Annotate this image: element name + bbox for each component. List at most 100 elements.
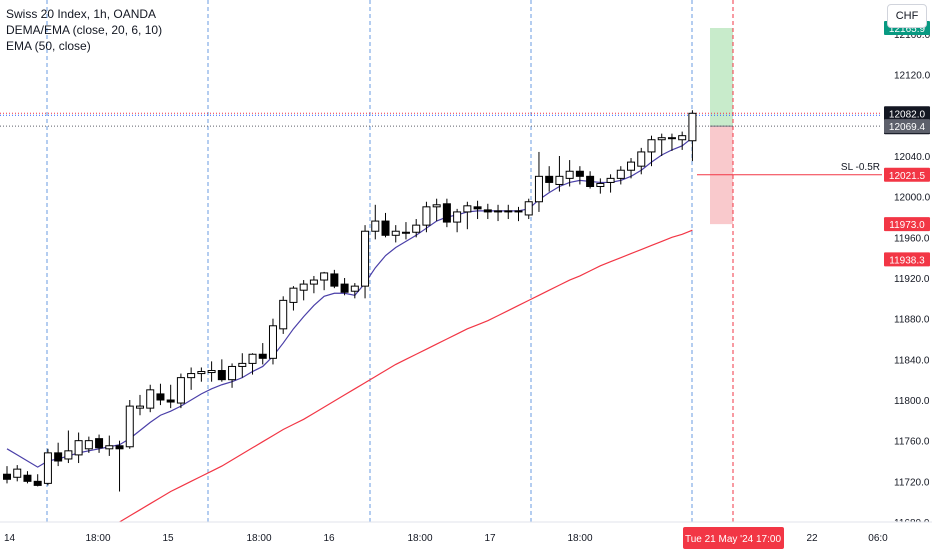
- legend-ema50: EMA (50, close): [6, 39, 91, 53]
- time-axis-tick-label: 14: [4, 533, 16, 544]
- candle-body: [524, 201, 533, 216]
- candle-body: [463, 205, 472, 213]
- ema50-line: [119, 229, 693, 523]
- candle-body: [575, 170, 584, 177]
- candle-body: [657, 137, 666, 141]
- price-axis-tick-label: 12160.0: [894, 30, 931, 41]
- legend-dema-ema: DEMA/EMA (close, 20, 6, 10): [6, 23, 163, 37]
- candle-body: [401, 231, 410, 234]
- candle-body: [361, 230, 370, 287]
- sl-label: SL -0.5R: [841, 162, 880, 173]
- candle-body: [289, 287, 298, 303]
- candle-body: [197, 371, 206, 375]
- price-axis-tick-label: 11760.0: [894, 437, 930, 448]
- price-axis-label-box: [884, 217, 930, 232]
- candle-body: [207, 370, 216, 374]
- candle-body: [95, 438, 104, 449]
- time-axis-tick-label: 18:00: [85, 533, 110, 544]
- candle-body: [74, 440, 83, 456]
- currency-button[interactable]: CHF: [887, 4, 927, 28]
- price-axis-tick-label: 12120.0: [894, 71, 931, 82]
- candle-body: [616, 169, 625, 179]
- candle-body: [54, 452, 63, 462]
- price-axis-tick-label: 11920.0: [894, 274, 930, 285]
- candle-body: [627, 161, 636, 171]
- candle-body: [3, 473, 11, 480]
- candle-body: [596, 182, 605, 187]
- time-axis-tick-label: 17: [484, 533, 496, 544]
- take-profit-zone: [710, 28, 733, 127]
- crosshair-time-label: Tue 21 May '24 17:00: [685, 534, 781, 545]
- candle-body: [412, 224, 421, 233]
- candle-body: [545, 175, 554, 183]
- candle-body: [391, 230, 400, 236]
- candle-body: [586, 175, 595, 187]
- candle-body: [64, 450, 73, 460]
- candle-body: [248, 353, 257, 364]
- candle-body: [238, 362, 247, 367]
- candle-body: [483, 209, 492, 213]
- candle-body: [667, 137, 676, 140]
- candle-body: [606, 177, 615, 183]
- price-axis-tick-label: 11800.0: [894, 396, 930, 407]
- candle-body: [565, 170, 574, 179]
- candle-body: [442, 203, 451, 223]
- candle-body: [371, 220, 380, 232]
- price-axis-tick-label: 12000.0: [894, 193, 931, 204]
- price-axis-tick-label: 11720.0: [894, 477, 930, 488]
- time-axis-tick-label: 22: [806, 533, 818, 544]
- candle-body: [187, 373, 196, 379]
- candle-body: [647, 139, 656, 153]
- candle-body: [320, 272, 329, 281]
- candle-body: [473, 206, 482, 210]
- time-axis-tick-label: 18:00: [567, 533, 592, 544]
- price-axis-label: 12069.4: [889, 122, 926, 133]
- price-axis-tick-label: 11880.0: [894, 315, 930, 326]
- price-axis-label: 12021.5: [889, 171, 926, 182]
- time-axis-tick-label: 15: [162, 533, 174, 544]
- candle-body: [688, 112, 697, 142]
- price-axis-label: 11973.0: [889, 220, 925, 231]
- candle-body: [13, 468, 22, 478]
- candle-body: [105, 445, 114, 450]
- price-axis-label-box: [884, 167, 930, 182]
- candle-body: [494, 210, 503, 213]
- price-axis-tick-label: 11840.0: [894, 355, 930, 366]
- legend-symbol: Swiss 20 Index, 1h, OANDA: [6, 7, 157, 21]
- price-axis-background: [882, 0, 932, 550]
- candle-body: [422, 206, 431, 226]
- candle-body: [340, 283, 349, 293]
- candle-body: [637, 151, 646, 167]
- candle-body: [84, 440, 93, 450]
- time-axis-tick-label: 06:0: [868, 533, 888, 544]
- price-axis-label-box: [884, 252, 930, 267]
- price-axis-label: 12082.0: [889, 109, 926, 120]
- candle-body: [23, 474, 32, 482]
- candle-body: [350, 285, 359, 292]
- candle-body: [115, 445, 124, 450]
- price-axis-tick-label: 11960.0: [894, 233, 930, 244]
- candle-body: [258, 353, 267, 359]
- candle-body: [534, 175, 543, 203]
- time-axis-tick-label: 18:00: [407, 533, 432, 544]
- candle-body: [309, 279, 318, 285]
- candle-body: [299, 283, 308, 291]
- time-axis-background: [0, 522, 932, 550]
- candle-body: [135, 405, 144, 409]
- crosshair-time-box: [683, 527, 784, 549]
- dema-ema-line: [6, 137, 693, 468]
- price-axis-label: 11938.3: [889, 255, 925, 266]
- candle-body: [166, 399, 175, 403]
- candle-body: [514, 210, 523, 213]
- candle-body: [268, 325, 277, 359]
- candle-body: [504, 210, 513, 213]
- candle-body: [330, 273, 339, 287]
- candle-body: [453, 211, 462, 223]
- candle-body: [228, 365, 237, 381]
- candle-body: [176, 377, 185, 404]
- candle-body: [432, 204, 441, 208]
- chart-legend: Swiss 20 Index, 1h, OANDA DEMA/EMA (clos…: [6, 6, 162, 54]
- candle-body: [146, 389, 155, 409]
- candle-body: [43, 452, 52, 484]
